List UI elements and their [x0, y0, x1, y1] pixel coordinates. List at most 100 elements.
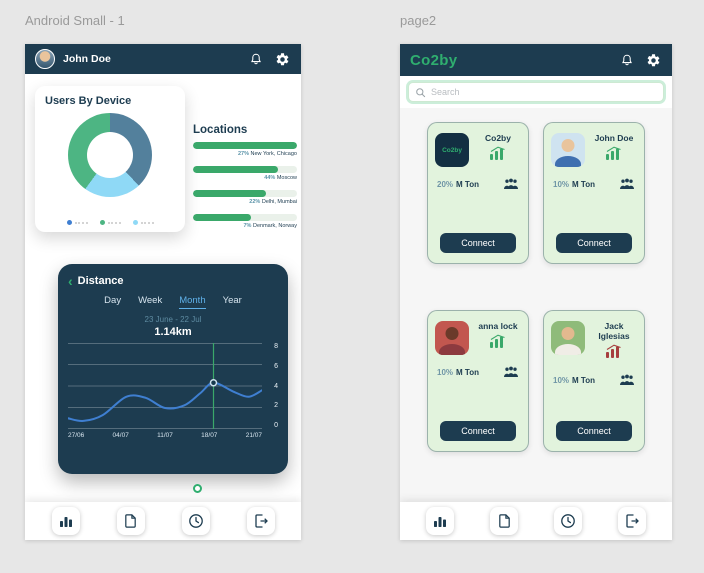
trend-slot — [489, 146, 507, 165]
growth-chart-icon — [490, 146, 505, 161]
page-indicator[interactable] — [193, 484, 202, 493]
bar-chart-button[interactable] — [426, 507, 454, 535]
settings-button[interactable] — [273, 50, 291, 68]
app-bar: Co2by — [400, 44, 672, 76]
clock-button[interactable] — [181, 507, 210, 535]
connect-button[interactable]: Connect — [556, 421, 632, 441]
legend-dot — [99, 220, 105, 225]
user-avatar[interactable] — [35, 49, 55, 69]
clock-button[interactable] — [554, 507, 582, 535]
location-label: 44% Moscow — [193, 175, 297, 181]
gear-icon — [647, 53, 659, 66]
legend-item — [99, 220, 121, 225]
tab-week[interactable]: Week — [138, 295, 163, 306]
tab-month[interactable]: Month — [179, 295, 206, 309]
bar-chart-button[interactable] — [51, 507, 80, 535]
location-percent: 27% — [237, 151, 249, 157]
location-label: 22% Delhi, Mumbai — [193, 199, 297, 205]
document-icon — [498, 514, 510, 528]
people-group-icon — [620, 374, 634, 386]
search-strip — [400, 76, 672, 108]
reduction-percent: 20% — [437, 179, 454, 189]
profile-name: John Doe — [594, 133, 634, 143]
bell-icon — [622, 54, 632, 65]
decline-chart-icon — [606, 344, 621, 359]
notifications-button[interactable] — [247, 50, 265, 68]
distance-title: Distance — [77, 275, 124, 287]
search-bar[interactable] — [408, 82, 664, 102]
reduction-percent: 10% — [553, 179, 570, 189]
cards-area: Co2by Co2by 20% M Ton Connect John Doe — [400, 108, 672, 502]
clock-icon — [188, 514, 203, 528]
people-group-icon — [504, 178, 518, 189]
logout-button[interactable] — [246, 507, 275, 535]
users-by-device-card: Users By Device — [35, 86, 185, 232]
brand-logo: Co2by — [410, 51, 458, 69]
y-axis-labels: 8 6 4 2 0 — [262, 343, 278, 429]
marker-dot — [209, 379, 218, 387]
x-tick-label: 11/07 — [157, 432, 173, 439]
back-chevron-icon[interactable]: ‹ — [68, 273, 73, 289]
bar-chart-icon — [59, 517, 72, 527]
name-and-trend: John Doe — [591, 133, 637, 165]
users-by-device-title: Users By Device — [45, 95, 132, 107]
location-row: 22% Delhi, Mumbai — [193, 190, 297, 205]
connect-button[interactable]: Connect — [440, 421, 516, 441]
clock-icon — [561, 514, 575, 528]
trend-slot — [605, 146, 623, 165]
growth-chart-icon — [606, 146, 621, 161]
users-by-device-donut — [68, 113, 152, 197]
legend-dash — [74, 221, 88, 224]
unit-label: M Ton — [456, 367, 479, 377]
stats-row: 10% M Ton — [435, 366, 521, 378]
people-group-icon — [620, 178, 634, 189]
line-chart-plot — [68, 343, 262, 429]
legend-dash — [107, 221, 121, 224]
notifications-button[interactable] — [618, 51, 636, 69]
logout-button[interactable] — [618, 507, 646, 535]
page2-frame: Co2by Co2by Co2by 20% M Ton — [400, 44, 672, 540]
location-name: New York, Chicago — [250, 151, 297, 157]
x-tick-label: 27/06 — [68, 432, 85, 439]
connect-button[interactable]: Connect — [556, 233, 632, 253]
document-button[interactable] — [116, 507, 145, 535]
tab-year[interactable]: Year — [222, 295, 242, 306]
frame-label-page2[interactable]: page2 — [400, 13, 437, 28]
card-top-row: Jack Iglesias — [551, 321, 637, 363]
legend-dot — [66, 220, 72, 225]
trend-slot — [489, 334, 507, 353]
app-bar: John Doe — [25, 44, 301, 74]
logout-icon — [626, 514, 639, 528]
name-and-trend: Co2by — [475, 133, 521, 165]
frame-label-android-small[interactable]: Android Small - 1 — [25, 13, 125, 28]
distance-card: ‹ Distance Day Week Month Year 23 June - 22… — [58, 264, 288, 474]
reduction-percent: 10% — [437, 367, 454, 377]
card-top-row: anna lock — [435, 321, 521, 355]
search-input[interactable] — [431, 87, 657, 97]
stats-row: 20% M Ton — [435, 178, 521, 190]
growth-chart-icon — [490, 334, 505, 349]
settings-button[interactable] — [644, 51, 662, 69]
location-percent: 7% — [243, 223, 252, 229]
user-name: John Doe — [63, 53, 111, 65]
bell-icon — [251, 53, 261, 64]
distance-header: ‹ Distance — [68, 274, 278, 288]
trend-slot — [605, 344, 623, 363]
document-button[interactable] — [490, 507, 518, 535]
legend-item — [132, 220, 154, 225]
tab-day[interactable]: Day — [104, 295, 122, 306]
profile-card: John Doe 10% M Ton Connect — [543, 122, 645, 264]
name-and-trend: anna lock — [475, 321, 521, 353]
avatar — [435, 321, 469, 355]
profile-name: anna lock — [478, 321, 518, 331]
location-percent: 22% — [249, 199, 261, 205]
android-small-frame: John Doe Users By Device Locations 27% N… — [25, 44, 301, 540]
bottom-nav — [25, 502, 301, 540]
locations-section: Locations 27% New York, Chicago 44% Mosco… — [193, 124, 297, 238]
search-icon — [416, 87, 426, 97]
connect-button[interactable]: Connect — [440, 233, 516, 253]
locations-list: 27% New York, Chicago 44% Moscow 22% Delhi… — [193, 142, 297, 229]
stats-row: 10% M Ton — [551, 178, 637, 190]
x-tick-label: 18/07 — [201, 432, 218, 439]
distance-chart: 8 6 4 2 0 — [68, 343, 278, 429]
